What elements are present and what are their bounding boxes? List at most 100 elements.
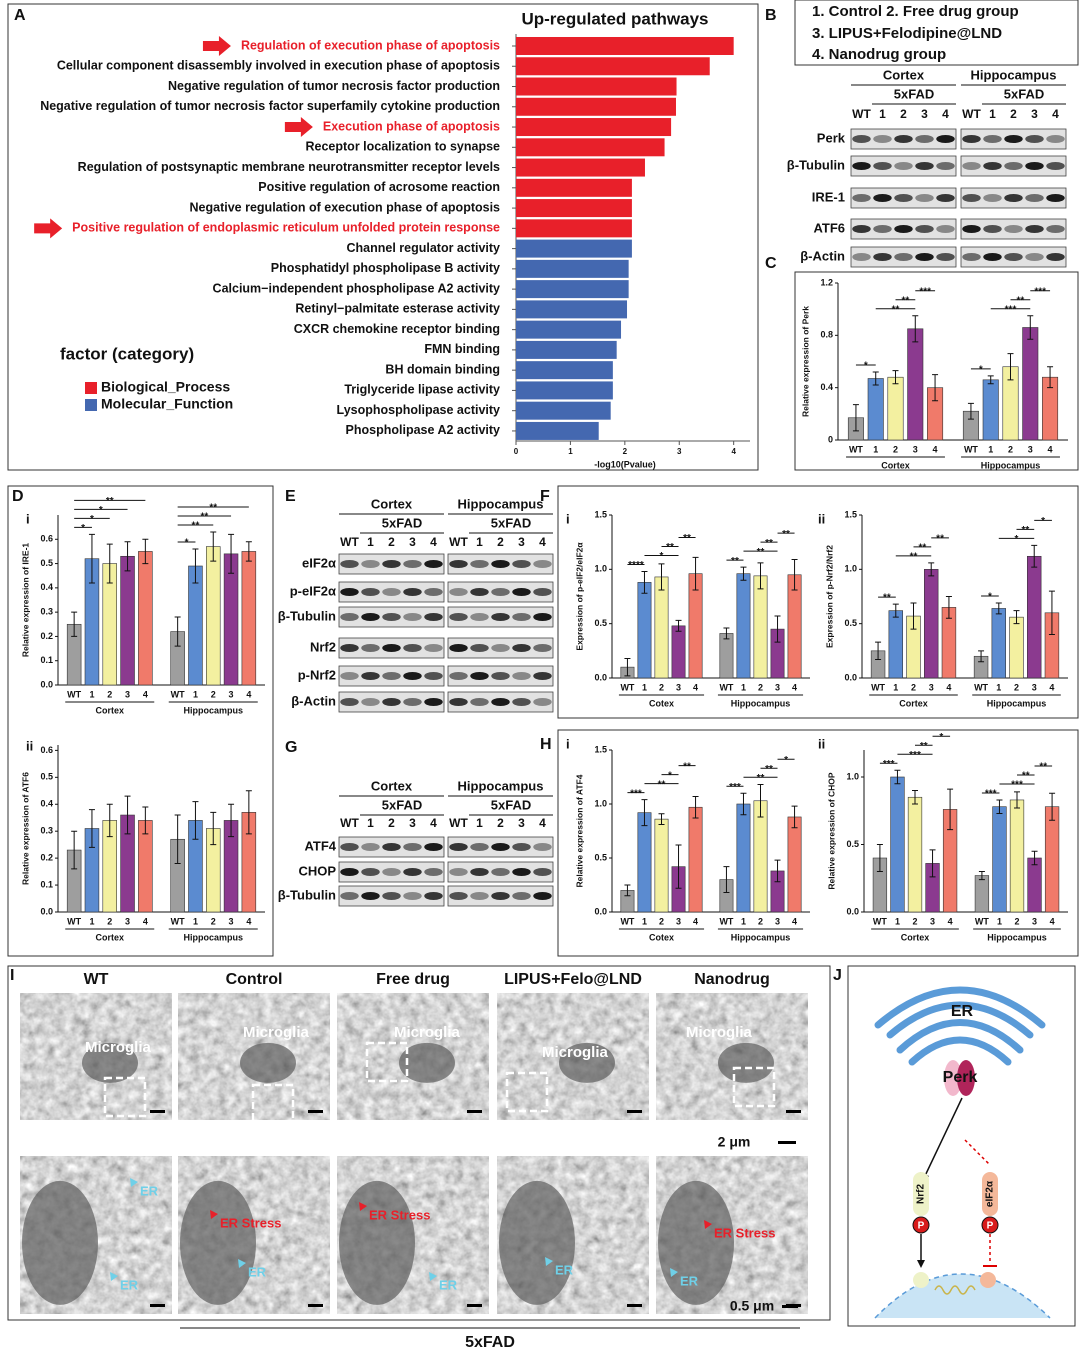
blot-band xyxy=(449,560,468,568)
significance-label: *** xyxy=(883,759,895,770)
significance-label: * xyxy=(784,755,788,766)
error-bar xyxy=(675,619,682,632)
significance-label: * xyxy=(668,770,672,781)
significance-label: ** xyxy=(106,496,114,507)
category-label: Channel regulator activity xyxy=(346,241,500,255)
highlight-arrow xyxy=(202,36,231,56)
x-tick-label: WT xyxy=(620,682,634,692)
blot-band xyxy=(1046,253,1065,261)
blot-band xyxy=(424,843,443,851)
blot-band xyxy=(382,613,401,621)
significance-label: ** xyxy=(1016,295,1024,306)
blot-band xyxy=(449,892,468,900)
blot-lane: 4 xyxy=(430,816,437,830)
tem-scale-bar xyxy=(308,1304,323,1307)
x-tick-label: 4 xyxy=(946,682,951,692)
blot-band xyxy=(470,560,489,568)
blot-band xyxy=(340,588,359,596)
blot-band xyxy=(361,843,380,851)
blot-band xyxy=(894,162,913,170)
error-bar xyxy=(912,790,918,805)
bar xyxy=(516,97,676,116)
blot-band xyxy=(983,253,1002,261)
subpanel-label: i xyxy=(566,736,570,751)
error-bar xyxy=(723,627,730,640)
error-bar xyxy=(872,371,879,386)
category-label: Negative regulation of tumor necrosis fa… xyxy=(168,79,500,93)
y-tick-label: 0 xyxy=(828,434,833,444)
legend-label: Biological_Process xyxy=(101,379,230,395)
error-bar xyxy=(929,849,936,878)
significance-label: * xyxy=(979,365,983,376)
blot-lane: 4 xyxy=(1052,107,1059,121)
bar xyxy=(516,320,622,339)
tem-scale-bar xyxy=(627,1110,642,1113)
error-bar xyxy=(106,803,113,838)
bar xyxy=(206,546,221,686)
error-bar xyxy=(757,562,764,590)
significance-label: ** xyxy=(1022,771,1030,782)
blot-band xyxy=(361,892,380,900)
category-label: Regulation of postsynaptic membrane neur… xyxy=(78,160,500,174)
x-tick-label: 0 xyxy=(514,447,519,456)
blot-band xyxy=(915,194,934,202)
bar xyxy=(516,259,629,278)
tem-column-title: Nanodrug xyxy=(694,971,770,988)
bar xyxy=(516,381,613,400)
tem-nucleus xyxy=(22,1180,98,1305)
blot-band xyxy=(1046,162,1065,170)
blot-band xyxy=(533,868,552,876)
significance-label: ** xyxy=(765,764,773,775)
group-label: Cortex xyxy=(901,932,930,942)
tem-nucleus xyxy=(559,1042,615,1083)
significance-label: ** xyxy=(1039,762,1047,773)
x-tick-label: WT xyxy=(719,682,733,692)
significance-label: ** xyxy=(658,779,666,790)
blot-band xyxy=(491,644,510,652)
tem-scale-bar xyxy=(150,1110,165,1113)
blot-band xyxy=(852,225,871,233)
y-tick-label: 0.0 xyxy=(40,679,53,689)
error-bar xyxy=(210,811,217,846)
error-bar xyxy=(641,571,648,594)
blot-band xyxy=(1025,162,1044,170)
blot-band xyxy=(361,672,380,680)
group-label: 5xFAD xyxy=(465,1334,515,1351)
blot-band xyxy=(361,868,380,876)
zoom-box xyxy=(365,1041,409,1083)
x-tick-label: 4 xyxy=(1050,916,1055,926)
error-bar xyxy=(723,866,730,894)
blot-row-label: β-Actin xyxy=(800,248,845,263)
blot-band xyxy=(491,672,510,680)
blot-band xyxy=(873,194,892,202)
blot-band xyxy=(533,613,552,621)
zoom-box xyxy=(251,1083,295,1125)
significance-label: ** xyxy=(892,304,900,315)
bar xyxy=(1027,857,1042,913)
blot-lane: 1 xyxy=(476,816,483,830)
category-label: Triglyceride lipase activity xyxy=(344,383,500,397)
panel-label: C xyxy=(765,255,777,272)
tem-nucleus xyxy=(82,1042,138,1083)
tem-arrow xyxy=(429,1272,437,1281)
blot-band xyxy=(424,868,443,876)
error-bar xyxy=(192,801,199,840)
blot-band xyxy=(470,843,489,851)
blot-band xyxy=(915,225,934,233)
blot-lane: WT xyxy=(340,535,359,549)
tem-nucleus xyxy=(180,1180,256,1305)
group-legend: 3. LIPUS+Felodipine@LND xyxy=(812,25,1002,42)
x-tick-label: 3 xyxy=(913,444,918,454)
bar xyxy=(974,875,990,913)
x-tick-label: WT xyxy=(67,689,81,699)
y-tick-label: 0.6 xyxy=(40,534,53,544)
highlight-arrow xyxy=(284,117,313,138)
error-bar xyxy=(740,792,747,816)
blot-band xyxy=(1025,135,1044,143)
error-bar xyxy=(88,533,95,584)
error-bar xyxy=(791,805,798,829)
y-axis-label: Relative expression of ATF6 xyxy=(20,772,30,885)
significance-label: ** xyxy=(936,533,944,544)
y-tick-label: 0.5 xyxy=(40,558,53,568)
tem-label: ER xyxy=(680,1273,699,1288)
